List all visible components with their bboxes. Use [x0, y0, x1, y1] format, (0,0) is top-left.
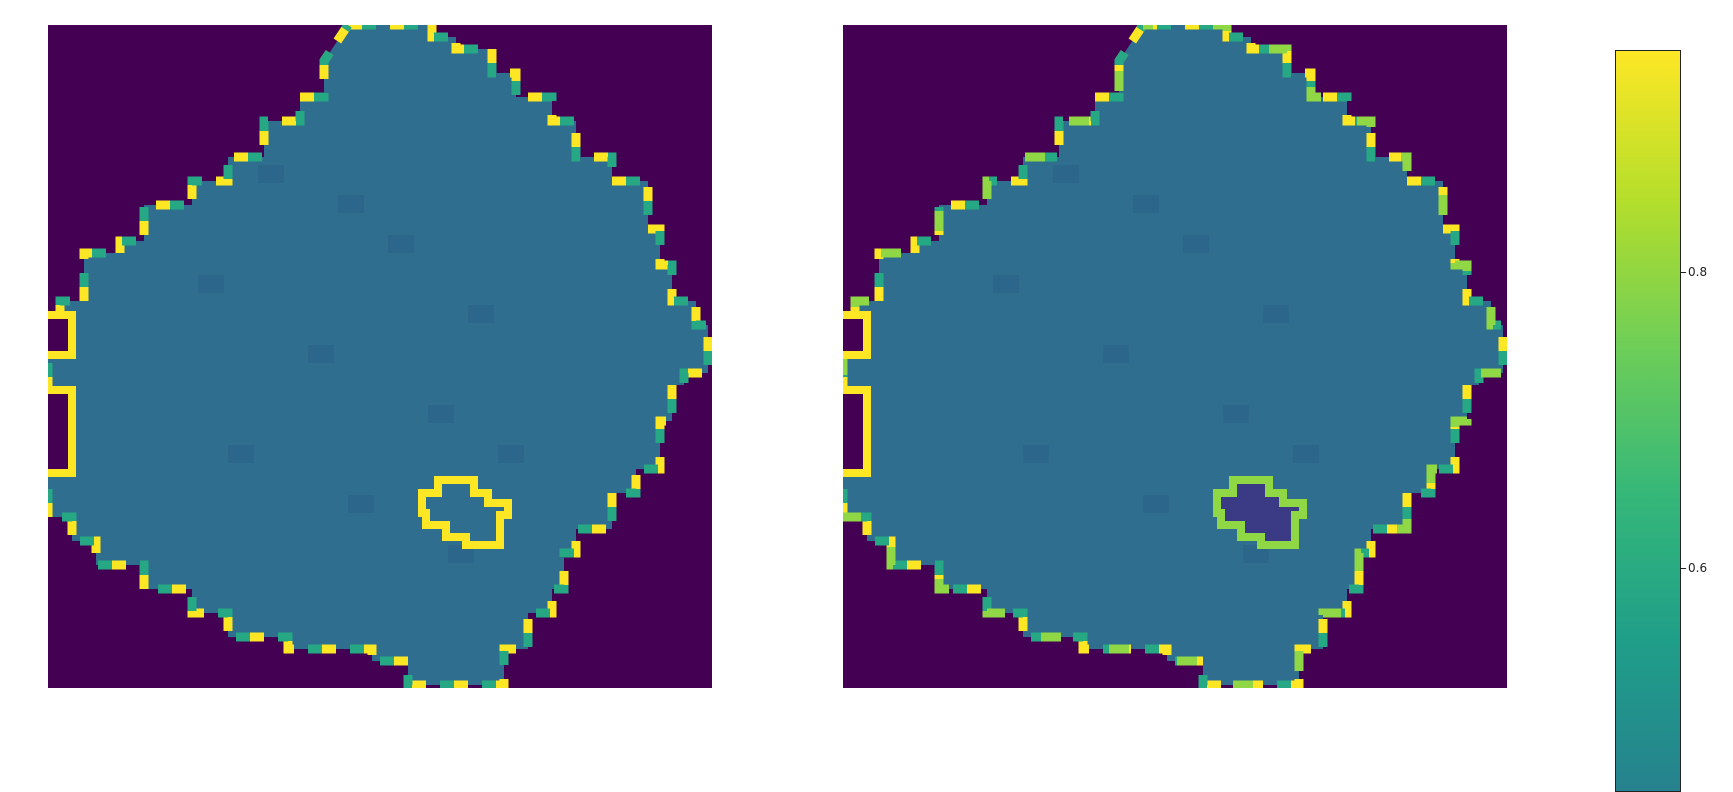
interior-speckle-8 — [1143, 495, 1169, 513]
interior-speckle-1 — [338, 195, 364, 213]
colorbar-tick-label: 0.6 — [1688, 561, 1708, 575]
lesion-contour — [1213, 476, 1307, 549]
boundary-outline-lime — [843, 25, 1507, 688]
interior-speckle-9 — [1243, 545, 1269, 563]
interior-speckle-5 — [468, 305, 494, 323]
boundary-outline-green — [48, 25, 712, 688]
interior-region — [48, 25, 708, 685]
colorbar-tick-0.8 — [1681, 272, 1686, 273]
interior-speckle-5 — [1263, 305, 1289, 323]
interior-speckle-2 — [388, 235, 414, 253]
interior-speckle-7 — [1023, 445, 1049, 463]
heatmap-panel-right — [843, 25, 1507, 688]
left-notch-1 — [48, 386, 76, 477]
interior-speckle-3 — [198, 275, 224, 293]
heatmap-right-svg — [843, 25, 1507, 688]
left-notch-1 — [843, 386, 871, 477]
colorbar — [1615, 50, 1681, 792]
interior-speckle-2 — [1183, 235, 1209, 253]
lesion-contour — [418, 476, 512, 549]
colorbar-tick-label: 0.8 — [1688, 265, 1708, 279]
interior-speckle-0 — [1053, 165, 1079, 183]
interior-speckle-1 — [1133, 195, 1159, 213]
interior-speckle-7 — [228, 445, 254, 463]
heatmap-panel-left — [48, 25, 712, 688]
interior-speckle-0 — [258, 165, 284, 183]
colorbar-gradient — [1615, 50, 1681, 792]
heatmap-left-layer — [48, 25, 712, 688]
heatmap-left-svg — [48, 25, 712, 688]
interior-speckle-6 — [428, 405, 454, 423]
interior-region — [843, 25, 1503, 685]
interior-speckle-6 — [1223, 405, 1249, 423]
heatmap-right-layer — [843, 25, 1507, 688]
interior-speckle-10 — [1293, 445, 1319, 463]
interior-speckle-4 — [1103, 345, 1129, 363]
left-notch-0 — [843, 311, 871, 359]
interior-speckle-8 — [348, 495, 374, 513]
colorbar-tick-0.6 — [1681, 568, 1686, 569]
interior-speckle-3 — [993, 275, 1019, 293]
interior-speckle-9 — [448, 545, 474, 563]
interior-speckle-10 — [498, 445, 524, 463]
interior-speckle-4 — [308, 345, 334, 363]
left-notch-0 — [48, 311, 76, 359]
